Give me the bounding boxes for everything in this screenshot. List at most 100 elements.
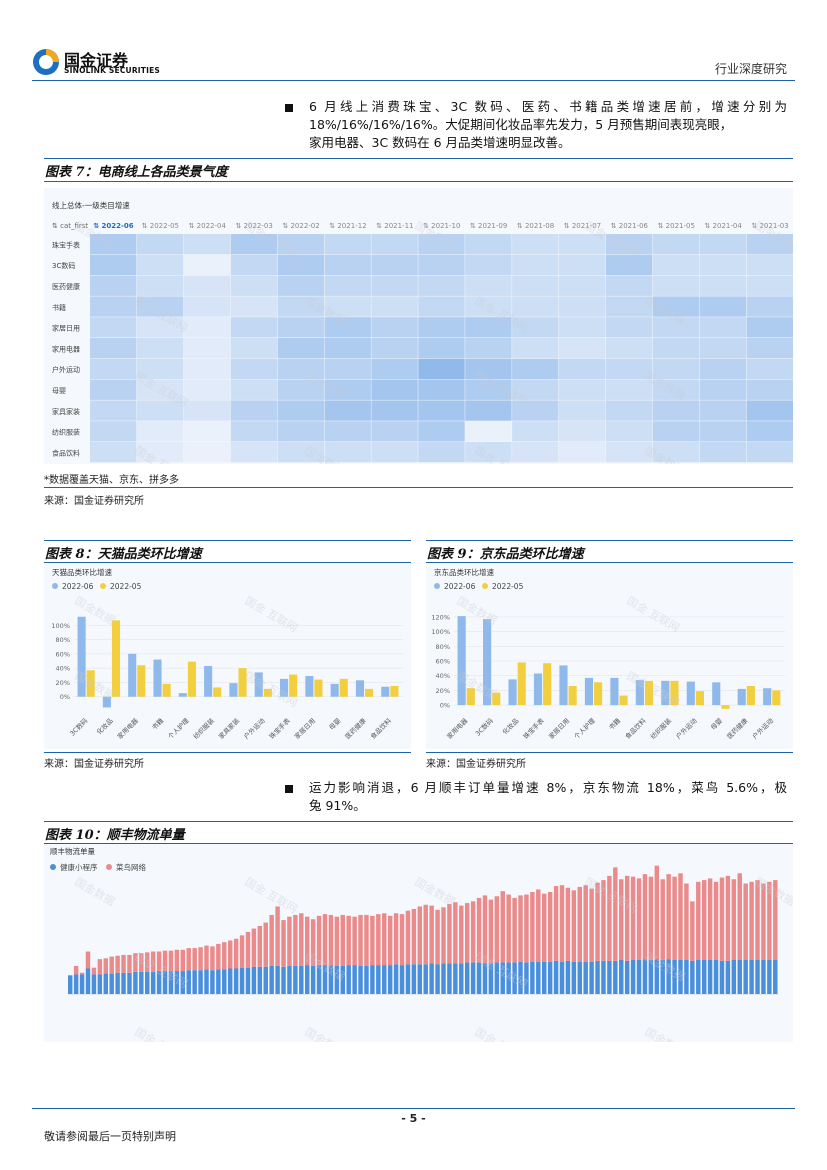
heatmap-cell (324, 400, 371, 421)
heatmap-cell (371, 254, 418, 276)
stack-bar-upper (530, 892, 535, 962)
heatmap-cell (136, 421, 184, 442)
stack-bar-lower (263, 966, 268, 994)
heatmap-cell (512, 338, 559, 359)
bar (533, 673, 543, 706)
stack-bar-upper (227, 940, 233, 969)
heatmap-cell (371, 400, 418, 421)
heatmap-cell (277, 338, 324, 359)
watermark-text: 国金 互联网 (625, 593, 683, 634)
fig10-top-rule (44, 821, 793, 822)
stack-bar-upper (275, 906, 280, 966)
x-tick-label: 医药健康 (343, 716, 368, 741)
heatmap-cell (559, 234, 606, 255)
stack-bar-lower (269, 965, 274, 994)
heatmap-column-label: ⇅ 2021-03 (751, 222, 788, 230)
heatmap-column-label: ⇅ 2021-07 (564, 222, 601, 230)
stack-bar-lower (506, 962, 511, 994)
x-tick-label: 户外运动 (750, 716, 775, 741)
stack-bar-lower (464, 962, 470, 994)
heatmap-cell (605, 317, 653, 338)
stack-bar-upper (162, 950, 168, 972)
stack-bar-lower (293, 965, 298, 994)
stack-bar-lower (417, 964, 423, 994)
bar (289, 674, 298, 697)
stack-bar-lower (145, 971, 150, 994)
heatmap-cell (183, 442, 231, 463)
heatmap-cell (183, 317, 231, 338)
heatmap-cell (90, 254, 137, 276)
fig10-panel: 顺丰物流单量 健康小程序 菜鸟网络 国金数据 国金 互联网 国金数据 国金 互联网 国金数据国… (44, 844, 793, 1042)
x-tick-label: 个人护理 (166, 716, 191, 741)
bar (610, 677, 619, 706)
fig7-source: 来源：国金证券研究所 (44, 496, 144, 507)
stack-bar-upper (180, 949, 186, 972)
heatmap-cell (136, 275, 184, 296)
fig8-top-rule (44, 540, 411, 541)
heatmap-cell (277, 442, 324, 463)
y-tick-label: 60% (56, 650, 70, 658)
heatmap-column-label: ⇅ 2022-03 (235, 222, 272, 230)
x-tick-label: 珠宝手表 (521, 716, 546, 741)
stack-bar-upper (370, 915, 375, 966)
heatmap-cell (746, 275, 793, 296)
bar (670, 680, 679, 706)
bar (238, 668, 247, 697)
stack-bar-upper (654, 865, 660, 960)
stack-bar-upper (488, 899, 494, 964)
stack-bar-upper (287, 916, 292, 966)
bar (330, 683, 339, 697)
fig7-top-rule (44, 158, 793, 159)
disclaimer: 敬请参阅最后一页特别声明 (44, 1130, 176, 1143)
watermark-text: 国金数据 (303, 1024, 348, 1042)
heatmap-cell (230, 338, 278, 359)
stack-bar-upper (127, 954, 132, 973)
stack-bar-lower (577, 961, 582, 994)
bar (365, 688, 374, 697)
fig7-note: *数据覆盖天猫、京东、拼多多 (44, 475, 179, 486)
stack-bar-lower (571, 961, 577, 994)
bar (457, 616, 466, 706)
stack-bar-lower (174, 971, 180, 994)
heatmap-cell (512, 358, 559, 380)
fig8-title: 图表 8：天猫品类环比增速 (45, 547, 202, 562)
heatmap-cell (418, 379, 465, 400)
bullet-text-1: 6 月线上消费珠宝、3C 数码、医药、书籍品类增速居前，增速分别为 18%/16… (309, 98, 787, 152)
x-tick-label: 家具家装 (216, 716, 241, 741)
stack-bar-upper (429, 905, 434, 964)
heatmap-cell (746, 338, 793, 359)
stack-bar-lower (387, 965, 393, 994)
heatmap-chart: ⇅ cat_first ⇅ 2022-06 ⇅ 2022-05 ⇅ 2022-04 ⇅ … (52, 218, 793, 464)
x-tick-label: 个人护理 (572, 716, 597, 741)
heatmap-cell (324, 358, 371, 380)
stack-bar-lower (334, 965, 340, 994)
bar (661, 680, 670, 706)
bar (568, 686, 577, 706)
stack-bar-upper (571, 890, 577, 962)
bar (712, 682, 721, 706)
stack-bar-upper (222, 942, 227, 970)
bar (305, 676, 314, 697)
heatmap-cell (90, 379, 137, 400)
stack-bar-lower (168, 971, 174, 994)
bar (381, 686, 390, 697)
stack-bar-upper (216, 943, 221, 970)
stack-bar-lower (435, 964, 440, 994)
stack-bar-upper (85, 951, 91, 969)
bar (483, 619, 492, 706)
heatmap-cell (746, 296, 793, 317)
heatmap-cell (230, 379, 278, 400)
heatmap-cell (465, 254, 512, 276)
stack-bar-upper (743, 883, 748, 960)
heatmap-cell (277, 421, 324, 442)
stack-bar-upper (186, 948, 191, 971)
x-tick-label: 家用电器 (445, 716, 470, 741)
stack-bar-lower (210, 970, 215, 994)
stack-bar-lower (482, 963, 488, 994)
stack-bar-upper (773, 880, 778, 960)
fig7-bottom-rule (44, 487, 793, 488)
heatmap-cell (418, 254, 465, 276)
heatmap-cell (605, 379, 653, 400)
x-tick-label: 户外运动 (242, 716, 267, 741)
